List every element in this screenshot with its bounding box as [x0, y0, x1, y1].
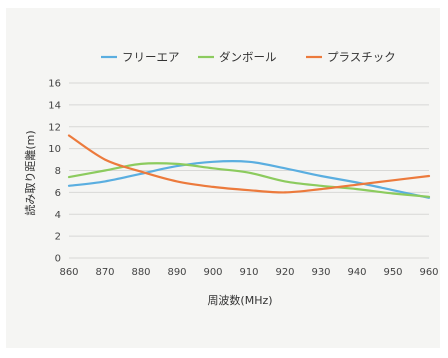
- x-tick-label-920: 920: [275, 267, 294, 278]
- series-line-2: [67, 134, 431, 194]
- series-line-0: [67, 159, 431, 199]
- x-tick-label-960: 960: [419, 267, 438, 278]
- x-tick-label-940: 940: [347, 267, 366, 278]
- y-tick-labels: 0 2 4 6 8 10 12 14 16: [48, 79, 61, 265]
- y-tick-label-6: 6: [55, 188, 61, 199]
- x-tick-label-910: 910: [239, 267, 258, 278]
- y-tick-label-12: 12: [48, 122, 61, 133]
- x-tick-label-860: 860: [59, 267, 78, 278]
- line-chart: 0 2 4 6 8 10 12 14 16 860 870 880 890 900 910 920 930 94…: [23, 50, 439, 307]
- y-axis-title: 読み取り距離(m): [23, 130, 37, 215]
- y-tick-label-14: 14: [48, 100, 61, 111]
- series-lines: [67, 134, 431, 199]
- grid-lines: [69, 82, 429, 259]
- y-tick-label-0: 0: [55, 254, 61, 265]
- legend: フリーエア ダンボール プラスチック: [101, 50, 396, 64]
- legend-label-0: フリーエア: [122, 50, 180, 64]
- legend-label-1: ダンボール: [219, 50, 277, 64]
- x-tick-label-890: 890: [167, 267, 186, 278]
- y-tick-label-16: 16: [48, 79, 61, 90]
- y-tick-label-10: 10: [48, 144, 61, 155]
- x-tick-label-880: 880: [131, 267, 150, 278]
- legend-label-2: プラスチック: [327, 50, 396, 64]
- x-axis-title: 周波数(MHz): [207, 294, 272, 307]
- x-tick-label-870: 870: [95, 267, 114, 278]
- y-tick-label-4: 4: [55, 210, 61, 221]
- x-tick-label-930: 930: [311, 267, 330, 278]
- x-tick-label-900: 900: [203, 267, 222, 278]
- chart-panel: 0 2 4 6 8 10 12 14 16 860 870 880 890 900 910 920 930 94…: [6, 8, 440, 348]
- series-line-1: [67, 162, 431, 198]
- x-tick-labels: 860 870 880 890 900 910 920 930 940 950 960: [59, 267, 438, 278]
- x-tick-label-950: 950: [383, 267, 402, 278]
- y-tick-label-8: 8: [55, 166, 61, 177]
- y-tick-label-2: 2: [55, 232, 61, 243]
